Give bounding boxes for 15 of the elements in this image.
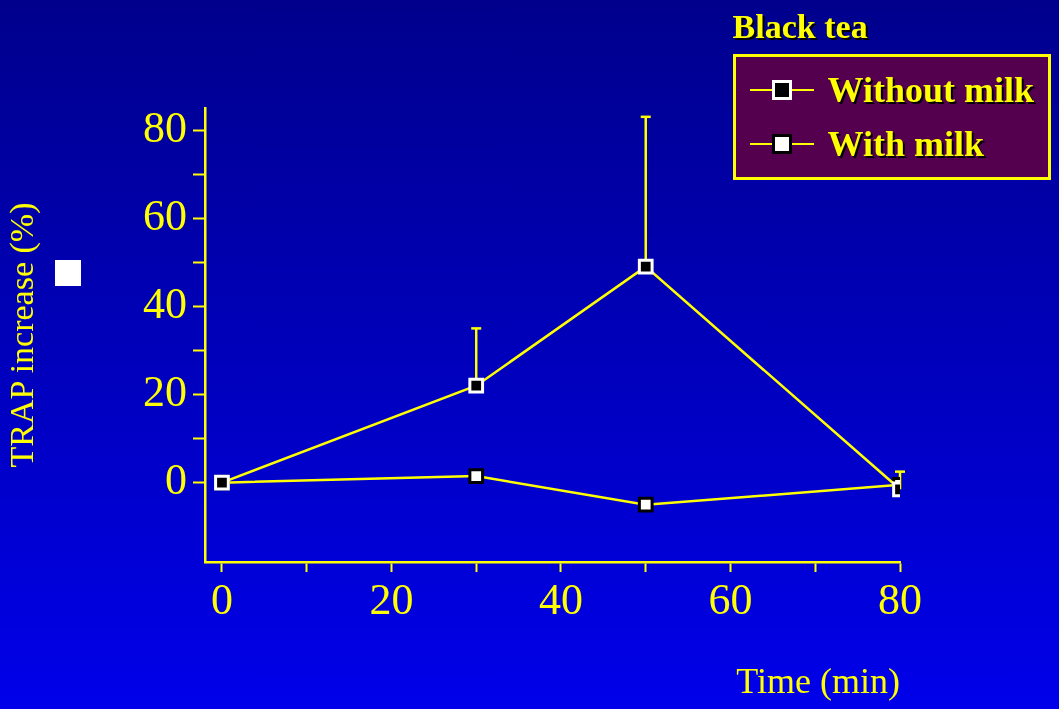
x-axis-title: Time (min) bbox=[736, 660, 900, 701]
y-tick-label: 20 bbox=[143, 367, 187, 417]
legend-label: Without milk bbox=[827, 69, 1034, 112]
x-tick-label: 20 bbox=[369, 574, 414, 624]
y-axis-title: TRAP increase (%) bbox=[3, 202, 42, 468]
y-tick-label: 60 bbox=[143, 190, 187, 240]
x-tick-label: 80 bbox=[878, 574, 922, 624]
y-tick-label: 80 bbox=[143, 102, 187, 152]
x-tick-label: 0 bbox=[210, 574, 233, 624]
x-tick-label: 40 bbox=[538, 574, 583, 624]
y-tick-label: 0 bbox=[165, 455, 187, 505]
legend-label: With milk bbox=[827, 123, 984, 166]
x-tick-label: 60 bbox=[708, 574, 753, 624]
y-tick-label: 40 bbox=[143, 278, 187, 328]
legend-title: Black tea bbox=[732, 8, 869, 46]
